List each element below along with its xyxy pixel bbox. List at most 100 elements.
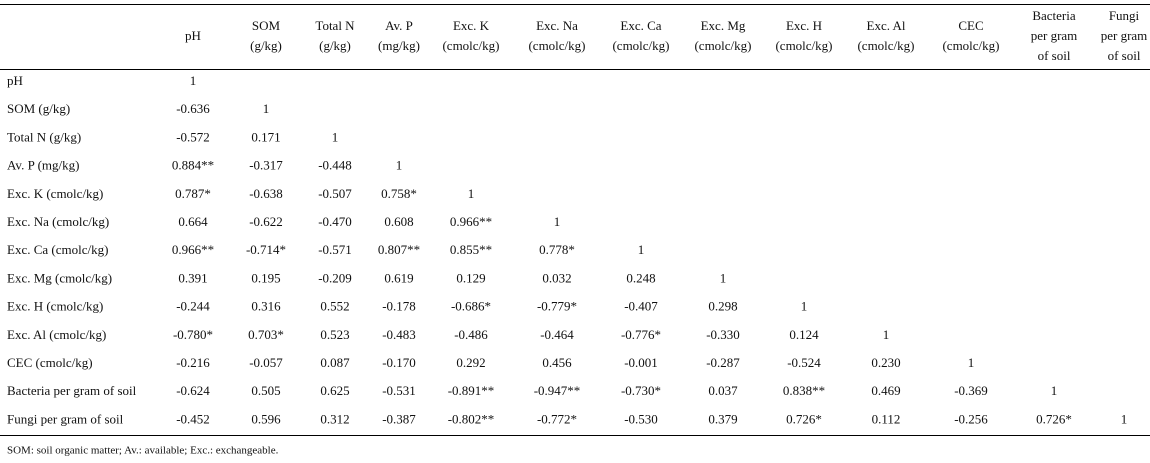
row-label: Fungi per gram of soil: [7, 411, 124, 426]
row-label: Bacteria per gram of soil: [7, 383, 137, 398]
column-header: (cmolc/kg): [612, 38, 669, 53]
cell-value: -0.387: [382, 411, 416, 426]
row-label: Exc. Mg (cmolc/kg): [7, 270, 112, 285]
cell-value: -0.714*: [246, 242, 286, 257]
cell-value: 0.129: [456, 270, 485, 285]
cell-value: -0.464: [540, 327, 574, 342]
column-header: (cmolc/kg): [857, 38, 914, 53]
cell-value: 0.778*: [539, 242, 575, 257]
cell-value: 0.758*: [381, 186, 417, 201]
column-header: (g/kg): [250, 38, 282, 53]
cell-value: -0.776*: [621, 327, 661, 342]
cell-value: 0.596: [251, 411, 281, 426]
cell-value: -0.170: [382, 355, 416, 370]
row-label: Exc. H (cmolc/kg): [7, 299, 103, 314]
cell-value: 0.726*: [786, 411, 822, 426]
cell-value: -0.686*: [451, 299, 491, 314]
cell-value: 1: [883, 327, 890, 342]
column-header: (cmolc/kg): [694, 38, 751, 53]
row-label: SOM (g/kg): [7, 101, 70, 116]
cell-value: -0.407: [624, 299, 658, 314]
cell-value: 1: [554, 214, 561, 229]
cell-value: 0.703*: [248, 327, 284, 342]
cell-value: 0.838**: [783, 383, 825, 398]
cell-value: -0.178: [382, 299, 416, 314]
column-header: SOM: [252, 18, 281, 33]
cell-value: 0.298: [708, 299, 737, 314]
cell-value: -0.317: [249, 158, 283, 173]
cell-value: -0.330: [706, 327, 740, 342]
cell-value: 1: [468, 186, 475, 201]
cell-value: 0.379: [708, 411, 737, 426]
cell-value: -0.287: [706, 355, 740, 370]
cell-value: 1: [190, 73, 197, 88]
cell-value: 0.807**: [378, 242, 420, 257]
cell-value: -0.779*: [537, 299, 577, 314]
cell-value: 0.855**: [450, 242, 492, 257]
cell-value: 0.230: [871, 355, 900, 370]
cell-value: -0.256: [954, 411, 988, 426]
cell-value: -0.369: [954, 383, 988, 398]
column-header: of soil: [1038, 48, 1071, 63]
column-header: Total N: [315, 18, 355, 33]
cell-value: 0.391: [178, 270, 207, 285]
cell-value: -0.001: [624, 355, 658, 370]
cell-value: -0.470: [318, 214, 352, 229]
row-label: Exc. K (cmolc/kg): [7, 186, 103, 201]
row-label: pH: [7, 73, 23, 88]
cell-value: -0.571: [318, 242, 352, 257]
cell-value: 1: [638, 242, 645, 257]
row-label: CEC (cmolc/kg): [7, 355, 93, 370]
cell-value: 1: [263, 101, 270, 116]
footnote: SOM: soil organic matter; Av.: available…: [7, 445, 279, 457]
cell-value: 0.469: [871, 383, 900, 398]
column-header: (cmolc/kg): [528, 38, 585, 53]
cell-value: 1: [1121, 411, 1128, 426]
column-header: Exc. Mg: [701, 18, 746, 33]
column-header: (cmolc/kg): [775, 38, 832, 53]
column-header: Exc. Al: [867, 18, 906, 33]
cell-value: 1: [332, 129, 339, 144]
cell-value: -0.638: [249, 186, 283, 201]
column-header: Exc. Ca: [620, 18, 661, 33]
cell-value: 0.124: [789, 327, 819, 342]
cell-value: 1: [396, 158, 403, 173]
cell-value: -0.486: [454, 327, 488, 342]
cell-value: -0.531: [382, 383, 416, 398]
cell-value: -0.448: [318, 158, 352, 173]
cell-value: 1: [1051, 383, 1058, 398]
column-header: Bacteria: [1032, 8, 1076, 23]
cell-value: 1: [968, 355, 975, 370]
cell-value: 0.619: [384, 270, 413, 285]
cell-value: 0.608: [384, 214, 413, 229]
row-label: Exc. Na (cmolc/kg): [7, 214, 109, 229]
cell-value: 0.625: [320, 383, 349, 398]
row-label: Av. P (mg/kg): [7, 158, 79, 173]
cell-value: 0.316: [251, 299, 281, 314]
cell-value: 0.195: [251, 270, 280, 285]
cell-value: 0.171: [251, 129, 280, 144]
column-header: (mg/kg): [378, 38, 420, 53]
cell-value: 0.664: [178, 214, 208, 229]
column-header: CEC: [958, 18, 983, 33]
row-label: Total N (g/kg): [7, 129, 81, 144]
cell-value: -0.622: [249, 214, 283, 229]
cell-value: -0.624: [176, 383, 210, 398]
column-header: pH: [185, 28, 201, 43]
cell-value: -0.483: [382, 327, 416, 342]
column-header: (cmolc/kg): [942, 38, 999, 53]
cell-value: -0.891**: [448, 383, 495, 398]
column-header: Exc. H: [786, 18, 822, 33]
column-header: per gram: [1101, 28, 1148, 43]
cell-value: 0.248: [626, 270, 655, 285]
column-header: Av. P: [385, 18, 413, 33]
cell-value: 0.505: [251, 383, 280, 398]
column-header: Fungi: [1109, 8, 1140, 23]
cell-value: 0.456: [542, 355, 572, 370]
cell-value: 0.087: [320, 355, 350, 370]
cell-value: 0.523: [320, 327, 349, 342]
column-header: (g/kg): [319, 38, 351, 53]
cell-value: -0.780*: [173, 327, 213, 342]
cell-value: 0.112: [872, 411, 901, 426]
